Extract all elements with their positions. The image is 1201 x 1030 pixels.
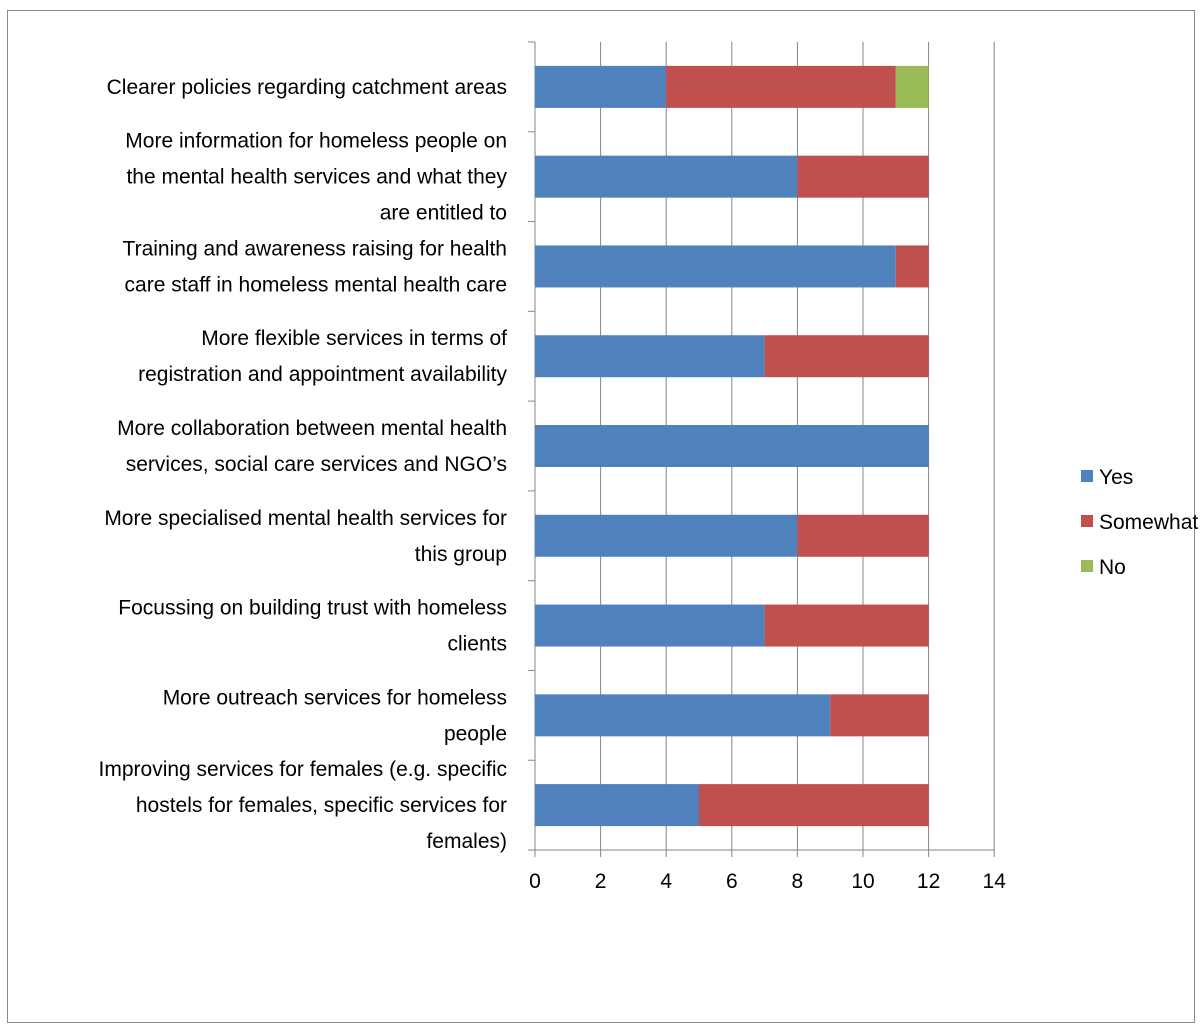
bar-somewhat-7 bbox=[830, 694, 929, 737]
category-label-1: More information for homeless people on t… bbox=[125, 130, 507, 225]
bar-yes-8 bbox=[535, 784, 699, 827]
category-label-line: Improving services for females (e.g. spe… bbox=[99, 758, 507, 781]
bar-yes-2 bbox=[535, 245, 896, 288]
bar-somewhat-2 bbox=[895, 245, 929, 288]
bar-somewhat-3 bbox=[764, 335, 929, 378]
x-tick-label-2: 4 bbox=[660, 870, 672, 893]
category-label-5: More specialised mental health services … bbox=[104, 507, 507, 566]
x-tick-label-5: 10 bbox=[851, 870, 874, 893]
bar-yes-7 bbox=[535, 694, 831, 737]
bar-yes-3 bbox=[535, 335, 765, 378]
x-tick-label-6: 12 bbox=[917, 870, 940, 893]
category-label-line: this group bbox=[415, 543, 507, 566]
category-label-line: females) bbox=[426, 830, 507, 853]
x-tick-label-1: 2 bbox=[595, 870, 607, 893]
category-label-line: More information for homeless people on bbox=[125, 130, 507, 153]
category-label-line: More outreach services for homeless bbox=[163, 686, 507, 709]
category-label-line: registration and appointment availabilit… bbox=[138, 363, 507, 386]
category-label-2: Training and awareness raising for healt… bbox=[123, 237, 507, 296]
category-label-line: More flexible services in terms of bbox=[201, 327, 507, 350]
category-label-line: are entitled to bbox=[380, 202, 507, 225]
x-tick-label-7: 14 bbox=[983, 870, 1007, 893]
bar-somewhat-5 bbox=[797, 514, 929, 557]
bar-somewhat-1 bbox=[797, 155, 929, 198]
bar-yes-6 bbox=[535, 604, 765, 647]
bar-somewhat-6 bbox=[764, 604, 929, 647]
category-label-line: Clearer policies regarding catchment are… bbox=[107, 76, 507, 99]
category-label-line: the mental health services and what they bbox=[126, 166, 507, 189]
category-label-4: More collaboration between mental health… bbox=[117, 417, 507, 476]
legend-label-no: No bbox=[1099, 556, 1126, 579]
category-label-line: More specialised mental health services … bbox=[104, 507, 507, 530]
legend-label-yes: Yes bbox=[1099, 466, 1133, 489]
category-label-line: care staff in homeless mental health car… bbox=[125, 273, 507, 296]
category-label-line: hostels for females, specific services f… bbox=[136, 794, 507, 817]
x-tick-label-4: 8 bbox=[792, 870, 804, 893]
x-tick-label-3: 6 bbox=[726, 870, 738, 893]
bar-yes-0 bbox=[535, 65, 667, 108]
x-tick-label-0: 0 bbox=[529, 870, 541, 893]
category-label-3: More flexible services in terms of regist… bbox=[138, 327, 507, 386]
category-label-line: Focussing on building trust with homeles… bbox=[118, 597, 507, 620]
category-label-6: Focussing on building trust with homeles… bbox=[118, 597, 507, 656]
category-label-7: More outreach services for homeless peopl… bbox=[163, 686, 507, 745]
category-label-0: Clearer policies regarding catchment are… bbox=[107, 76, 507, 99]
category-label-line: More collaboration between mental health bbox=[117, 417, 507, 440]
bar-yes-1 bbox=[535, 155, 798, 198]
category-label-8: Improving services for females (e.g. spe… bbox=[99, 758, 507, 853]
legend-swatch-yes bbox=[1081, 470, 1093, 482]
category-label-line: clients bbox=[447, 633, 507, 656]
category-label-line: Training and awareness raising for healt… bbox=[123, 237, 507, 260]
legend-swatch-somewhat bbox=[1081, 515, 1093, 527]
bar-no-0 bbox=[895, 65, 929, 108]
category-label-line: people bbox=[444, 722, 507, 745]
bar-yes-4 bbox=[535, 425, 929, 467]
bar-somewhat-8 bbox=[699, 784, 929, 827]
category-label-line: services, social care services and NGO’s bbox=[126, 453, 507, 476]
bar-somewhat-0 bbox=[666, 65, 896, 108]
legend-swatch-no bbox=[1081, 560, 1093, 572]
bar-yes-5 bbox=[535, 514, 798, 557]
legend-label-somewhat: Somewhat bbox=[1099, 511, 1198, 534]
